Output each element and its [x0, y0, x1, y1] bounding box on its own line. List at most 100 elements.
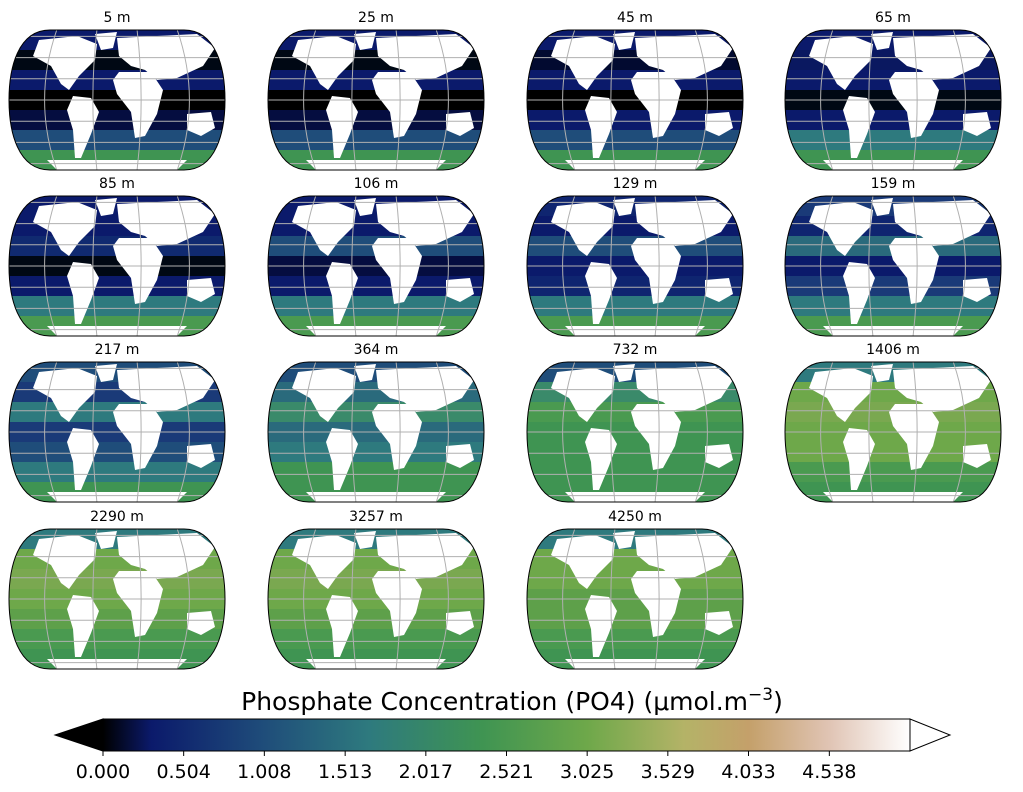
graticule	[785, 196, 1001, 336]
ocean-band	[9, 609, 225, 630]
land-mass	[446, 611, 474, 635]
graticule	[268, 196, 484, 336]
colorbar-tick-label: 2.017	[399, 761, 453, 783]
land-mass	[187, 278, 215, 302]
land-mass	[292, 368, 356, 422]
map-outline	[8, 195, 226, 337]
land-mass	[635, 533, 733, 579]
panel-title: 3257 m	[349, 509, 403, 525]
panel-title: 732 m	[613, 342, 658, 358]
land-mass	[292, 535, 356, 589]
land-mass	[635, 34, 733, 80]
map-panel: 4250 m	[526, 509, 744, 670]
ocean-band	[527, 110, 743, 131]
map-panel: 159 m	[784, 176, 1002, 337]
land-mass	[117, 366, 215, 412]
land-mass	[551, 202, 615, 256]
map-outline	[784, 361, 1002, 503]
land-mass	[823, 326, 963, 336]
colorbar-gradient	[103, 719, 910, 751]
ocean-band	[527, 609, 743, 630]
panel-title: 1406 m	[866, 342, 920, 358]
colorbar-title: Phosphate Concentration (PO4) (μmol.m−3)	[241, 685, 783, 716]
graticule	[785, 30, 1001, 170]
ocean-band	[268, 296, 484, 317]
land-mass	[565, 492, 705, 502]
land-mass	[565, 160, 705, 170]
graticule	[268, 30, 484, 170]
ocean-band	[9, 130, 225, 151]
land-mass	[47, 659, 187, 669]
land-mass	[705, 278, 733, 302]
ocean-band	[527, 130, 743, 151]
map-outline	[8, 528, 226, 670]
land-mass	[963, 444, 991, 468]
colorbar-tick-label: 1.513	[318, 761, 372, 783]
panel-title: 217 m	[95, 342, 140, 358]
map-panel: 732 m	[526, 342, 744, 503]
map-ocean	[785, 362, 1001, 502]
colorbar-tick-label: 2.521	[479, 761, 533, 783]
land-mass	[117, 200, 215, 246]
land-mass	[635, 200, 733, 246]
land-mass	[551, 36, 615, 90]
ocean-band	[268, 609, 484, 630]
land-mass	[306, 659, 446, 669]
ocean-band	[785, 296, 1001, 317]
graticule	[268, 362, 484, 502]
map-outline	[267, 361, 485, 503]
ocean-band	[527, 276, 743, 297]
ocean-band	[785, 462, 1001, 483]
map-outline	[267, 528, 485, 670]
panel-title: 129 m	[613, 176, 658, 192]
land-mass	[705, 444, 733, 468]
map-ocean	[268, 196, 484, 336]
map-ocean	[9, 30, 225, 170]
panel-title: 159 m	[871, 176, 916, 192]
land-mass	[963, 278, 991, 302]
map-outline	[267, 29, 485, 171]
map-outline	[267, 195, 485, 337]
land-mass	[809, 368, 873, 422]
panel-title: 65 m	[875, 10, 911, 26]
land-mass	[33, 36, 97, 90]
ocean-band	[268, 442, 484, 463]
map-ocean	[785, 196, 1001, 336]
land-mass	[809, 36, 873, 90]
ocean-band	[785, 276, 1001, 297]
colorbar-tick-label: 1.008	[237, 761, 291, 783]
colorbar-extend-low	[53, 718, 104, 752]
map-panel: 364 m	[267, 342, 485, 503]
map-outline	[526, 195, 744, 337]
map-panels: 5 m 25 m 45 m 65 m 85 m 106 m 129 m 159 m 217 m 3…	[8, 10, 1002, 670]
land-mass	[893, 366, 991, 412]
map-panel: 129 m	[526, 176, 744, 337]
graticule	[527, 196, 743, 336]
land-mass	[33, 535, 97, 589]
land-mass	[893, 200, 991, 246]
map-ocean	[9, 529, 225, 669]
ocean-band	[268, 462, 484, 483]
map-panel: 217 m	[8, 342, 226, 503]
graticule	[9, 362, 225, 502]
ocean-band	[9, 276, 225, 297]
land-mass	[635, 366, 733, 412]
colorbar-tick-label: 0.000	[76, 761, 130, 783]
ocean-band	[9, 296, 225, 317]
map-outline	[526, 29, 744, 171]
land-mass	[565, 326, 705, 336]
graticule	[9, 529, 225, 669]
ocean-band	[785, 130, 1001, 151]
ocean-band	[268, 130, 484, 151]
colorbar: Phosphate Concentration (PO4) (μmol.m−3)…	[53, 685, 952, 783]
land-mass	[306, 160, 446, 170]
land-mass	[376, 366, 474, 412]
land-mass	[809, 202, 873, 256]
map-panel: 25 m	[267, 10, 485, 171]
land-mass	[705, 611, 733, 635]
ocean-band	[785, 442, 1001, 463]
ocean-band	[527, 629, 743, 650]
graticule	[785, 362, 1001, 502]
land-mass	[376, 200, 474, 246]
ocean-band	[9, 629, 225, 650]
